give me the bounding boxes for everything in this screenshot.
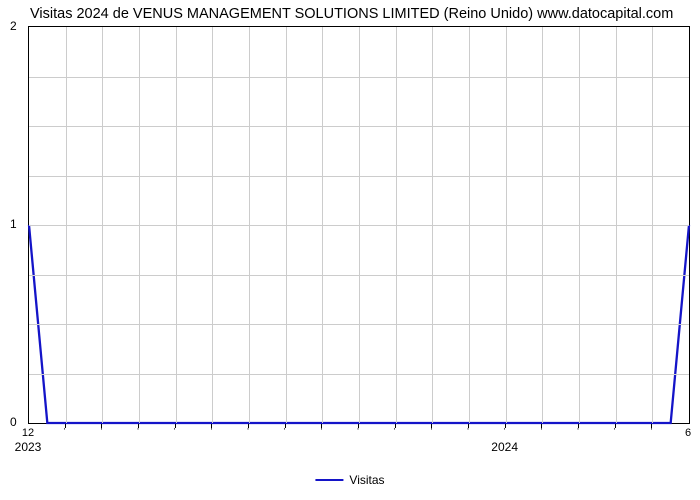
x-minor-mark: ' [431,427,433,436]
grid-line-v [66,27,67,423]
x-minor-mark: ' [174,427,176,436]
grid-line-v [616,27,617,423]
grid-line-v [286,27,287,423]
grid-line-v [359,27,360,423]
x-endpoint-label: 6 [685,427,691,439]
grid-line-v [322,27,323,423]
x-minor-mark: ' [64,427,66,436]
x-minor-mark: ' [137,427,139,436]
legend-label: Visitas [349,473,384,487]
grid-line-v [469,27,470,423]
x-minor-mark: ' [394,427,396,436]
x-minor-mark: ' [614,427,616,436]
x-minor-mark: ' [577,427,579,436]
y-tick-label: 1 [10,217,17,231]
grid-line-v [212,27,213,423]
x-minor-mark: ' [211,427,213,436]
grid-line-v [542,27,543,423]
x-minor-mark: ' [284,427,286,436]
x-minor-mark: ' [504,427,506,436]
legend-swatch [315,479,343,481]
grid-line-v [249,27,250,423]
x-endpoint-label: 12 [22,427,34,439]
chart-title: Visitas 2024 de VENUS MANAGEMENT SOLUTIO… [30,6,673,22]
x-year-label: 2023 [15,440,42,454]
grid-line-v [432,27,433,423]
y-tick-label: 0 [10,415,17,429]
chart-container: Visitas 2024 de VENUS MANAGEMENT SOLUTIO… [0,0,700,500]
grid-line-v [102,27,103,423]
x-minor-mark: ' [651,427,653,436]
grid-line-v [506,27,507,423]
grid-line-v [396,27,397,423]
legend: Visitas [315,473,384,487]
x-minor-mark: ' [357,427,359,436]
grid-line-v [139,27,140,423]
x-year-label: 2024 [491,440,518,454]
grid-line-v [579,27,580,423]
x-minor-mark: ' [467,427,469,436]
plot-area [28,26,690,424]
x-minor-mark: ' [541,427,543,436]
x-minor-mark: ' [247,427,249,436]
grid-line-v [652,27,653,423]
grid-line-v [176,27,177,423]
x-minor-mark: ' [321,427,323,436]
x-minor-mark: ' [101,427,103,436]
y-tick-label: 2 [10,19,17,33]
